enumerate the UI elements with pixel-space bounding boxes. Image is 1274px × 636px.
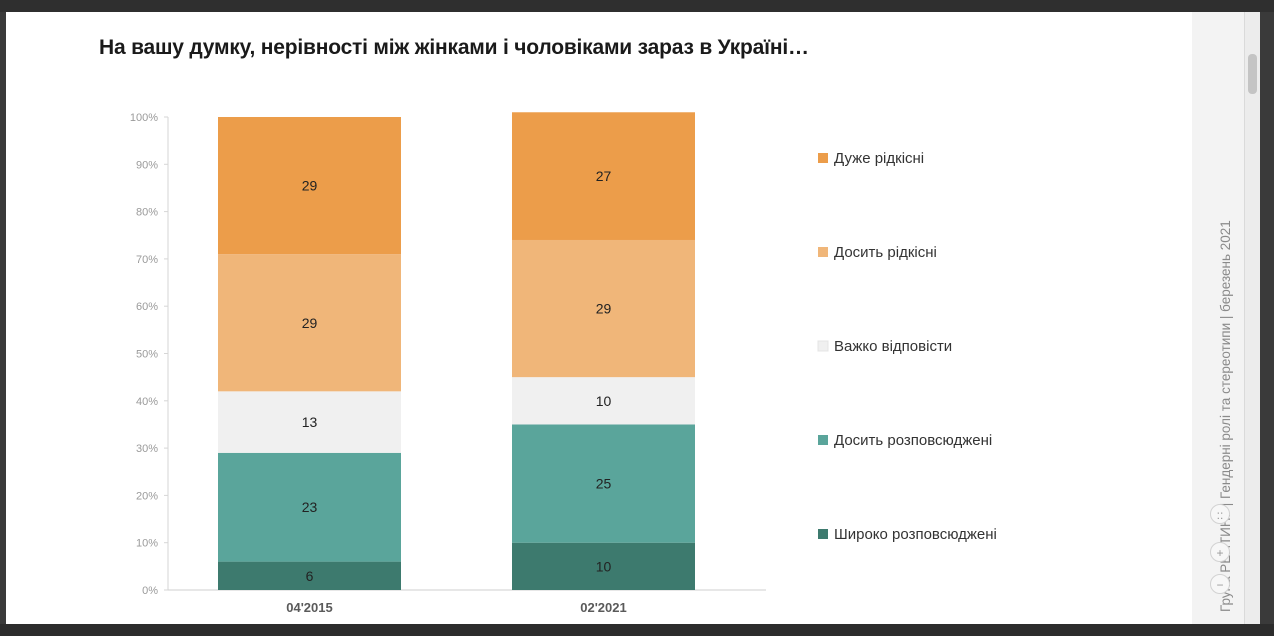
bar-segment (512, 112, 695, 240)
data-label: 23 (302, 499, 318, 515)
legend-swatch (818, 529, 828, 539)
y-tick-label: 20% (136, 490, 158, 502)
vertical-scrollbar[interactable] (1244, 12, 1260, 624)
legend-label: Досить розповсюджені (834, 432, 992, 449)
data-label: 29 (302, 315, 318, 331)
bar-segment (218, 561, 401, 590)
y-tick-label: 30% (136, 443, 158, 455)
bar-segment (218, 117, 401, 255)
y-tick-label: 70% (136, 254, 158, 266)
data-label: 29 (302, 178, 318, 194)
legend-swatch (818, 435, 828, 445)
scrollbar-thumb[interactable] (1248, 54, 1257, 94)
y-tick-label: 80% (136, 207, 158, 219)
legend-swatch (818, 153, 828, 163)
bar-segment (512, 424, 695, 543)
legend-label: Дуже рідкісні (834, 150, 924, 167)
y-tick-label: 0% (142, 585, 158, 597)
bar-segment (218, 452, 401, 562)
data-label: 13 (302, 414, 318, 430)
window-bottom-bar (0, 624, 1274, 636)
x-tick-label: 04'2015 (286, 600, 332, 615)
legend-label: Важко відповісти (834, 338, 952, 355)
fit-view-button[interactable]: :: (1210, 504, 1230, 524)
x-tick-label: 02'2021 (580, 600, 626, 615)
data-label: 27 (596, 168, 612, 184)
window-top-bar (0, 0, 1274, 12)
data-label: 10 (596, 558, 612, 574)
presentation-slide: На вашу думку, нерівності між жінками і … (6, 12, 1260, 624)
y-tick-label: 10% (136, 538, 158, 550)
data-label: 6 (306, 568, 314, 584)
legend-label: Досить рідкісні (834, 244, 937, 261)
y-tick-label: 50% (136, 349, 158, 361)
y-tick-label: 40% (136, 396, 158, 408)
y-tick-label: 100% (130, 112, 158, 124)
stacked-bar-chart: 0% 10% 20% 30% 40% 50% 60% 70% 80% 90% 100% 6 23 13 29… (130, 112, 997, 615)
chart-title: На вашу думку, нерівності між жінками і … (99, 36, 809, 59)
y-tick-label: 60% (136, 301, 158, 313)
bar-segment (512, 377, 695, 425)
legend-label: Широко розповсюджені (834, 526, 997, 543)
bar-segment (218, 391, 401, 453)
zoom-out-button[interactable]: − (1210, 574, 1230, 594)
bar-segment (218, 254, 401, 392)
bar-segment (512, 239, 695, 378)
y-tick-label: 90% (136, 159, 158, 171)
bar-segment (512, 542, 695, 590)
data-label: 10 (596, 393, 612, 409)
zoom-in-button[interactable]: + (1210, 542, 1230, 562)
legend-swatch (818, 247, 828, 257)
data-label: 25 (596, 476, 612, 492)
data-label: 29 (596, 301, 612, 317)
legend-swatch (817, 340, 829, 352)
